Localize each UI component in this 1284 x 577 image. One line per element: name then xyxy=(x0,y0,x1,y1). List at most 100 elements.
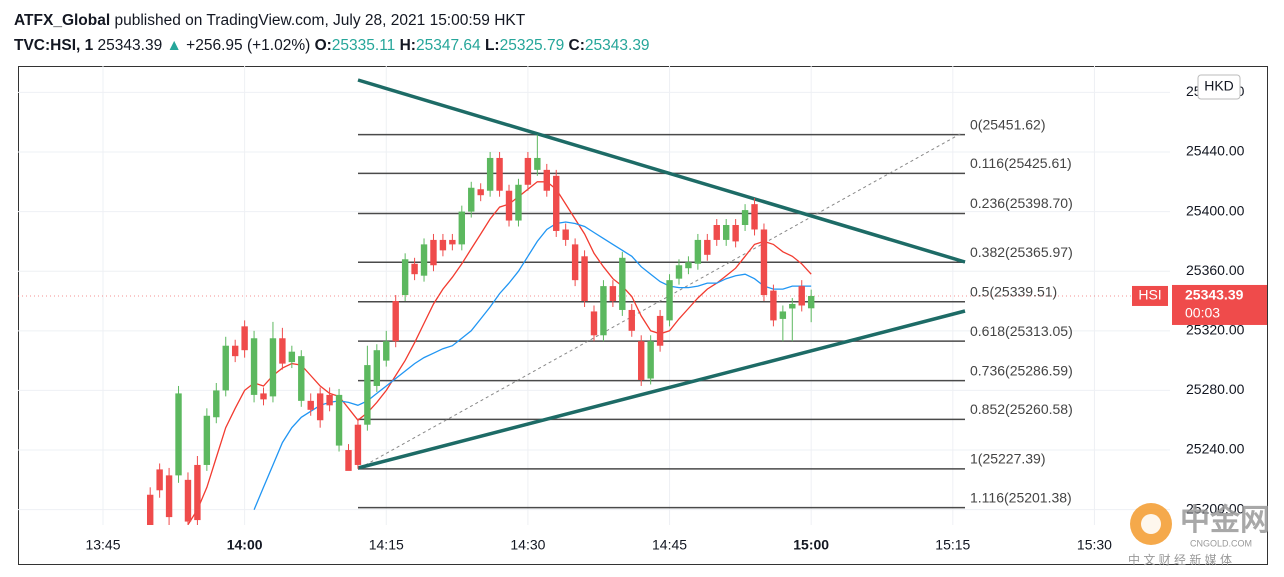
candle-body xyxy=(760,229,768,296)
symbol-tag-bg xyxy=(1132,285,1168,306)
candle-body xyxy=(722,225,730,240)
trend-line-upper xyxy=(357,78,966,264)
candle-body xyxy=(449,239,456,245)
candle-body xyxy=(335,394,343,446)
candle-body xyxy=(373,350,381,386)
c-label: C: xyxy=(568,37,585,54)
candle-body xyxy=(675,265,683,279)
header-line-1: ATFX_Global published on TradingView.com… xyxy=(14,8,650,33)
change: +256.95 (+1.02%) xyxy=(186,37,311,54)
l-value: 25325.79 xyxy=(499,37,565,54)
candle-body xyxy=(524,157,532,185)
currency: HKD xyxy=(1204,78,1234,94)
candle-body xyxy=(732,225,739,242)
candle-body xyxy=(600,286,607,336)
candle-body xyxy=(534,157,541,170)
plot: 0(25451.62) 0.116(25425.61) 0.236(25398.70… xyxy=(18,78,1170,525)
candle-body xyxy=(231,345,239,357)
countdown: 00:03 xyxy=(1185,305,1220,321)
overlay: 25200.00 25240.00 25280.00 25320.00 25360.00… xyxy=(85,74,1270,567)
candle-body xyxy=(656,315,664,346)
fib-label: 0.5(25339.51) xyxy=(970,283,1057,299)
fib-label: 0.852(25260.58) xyxy=(970,401,1073,417)
candle-body xyxy=(222,345,229,391)
fib-label: 0.736(25286.59) xyxy=(970,362,1073,378)
watermark-brand: 中金网 xyxy=(1180,503,1270,537)
trend-line-lower xyxy=(357,309,966,470)
candle-body xyxy=(468,187,475,212)
x-tick-label: 15:15 xyxy=(935,537,970,553)
y-tick-label: 25200.00 xyxy=(1186,500,1245,516)
o-value: 25335.11 xyxy=(331,37,396,54)
y-tick-label: 25360.00 xyxy=(1186,262,1245,278)
arrow: ▲ xyxy=(166,37,182,54)
candle-body xyxy=(619,257,626,310)
candle-body xyxy=(477,189,484,196)
candle-body xyxy=(486,157,494,191)
candle-body xyxy=(260,393,267,400)
candle-body xyxy=(571,244,579,281)
candle-body xyxy=(165,475,173,518)
candle-body xyxy=(543,169,550,191)
candle-body xyxy=(458,211,466,245)
candle-body xyxy=(741,210,749,226)
candle-body xyxy=(345,450,352,471)
candle-body xyxy=(213,390,220,418)
candle-body xyxy=(751,204,758,230)
watermark-tagline: 中 文 财 经 新 媒 体 xyxy=(1128,552,1232,567)
candle-body xyxy=(364,365,371,425)
candle-body xyxy=(430,239,437,266)
candle-body xyxy=(704,239,711,255)
candle-body xyxy=(401,259,409,296)
candle-body xyxy=(194,464,201,521)
candle-body xyxy=(553,175,560,231)
candle-body xyxy=(666,280,673,321)
candle-body xyxy=(241,326,248,351)
fib-label: 1(25227.39) xyxy=(970,451,1046,467)
fib-trend xyxy=(359,132,963,469)
x-tick-label: 14:45 xyxy=(652,537,687,553)
candle-body xyxy=(298,356,305,401)
candle-body xyxy=(807,295,815,309)
candle-body xyxy=(770,290,777,321)
x-tick-label: 15:30 xyxy=(1077,537,1112,553)
candle-body xyxy=(326,394,333,406)
candle-body xyxy=(515,184,522,221)
candle-body xyxy=(307,400,314,410)
currency-box xyxy=(1197,74,1241,100)
candle-body xyxy=(383,341,390,361)
candle-body xyxy=(316,393,324,421)
x-tick-label: 14:15 xyxy=(369,537,404,553)
candle-body xyxy=(638,341,645,380)
price-tag: 25343.39 xyxy=(1185,287,1244,303)
candle-body xyxy=(288,351,296,363)
candle-body xyxy=(439,239,447,251)
c-value: 25343.39 xyxy=(584,37,650,54)
last-price: 25343.39 xyxy=(97,37,163,54)
logo-inner xyxy=(1141,514,1161,534)
x-tick-label: 14:30 xyxy=(510,537,545,553)
header-line-2: TVC:HSI, 1 25343.39 ▲ +256.95 (+1.02%) O… xyxy=(14,33,650,58)
x-tick-label: 15:00 xyxy=(793,537,829,553)
h-label: H: xyxy=(399,37,416,54)
header: ATFX_Global published on TradingView.com… xyxy=(14,8,650,58)
grid xyxy=(18,66,1170,525)
y-tick-label: 25400.00 xyxy=(1186,202,1245,218)
fib-label: 0(25451.62) xyxy=(970,116,1046,132)
l-label: L: xyxy=(484,37,500,54)
symbol-tag: HSI xyxy=(1138,287,1161,303)
candle-body xyxy=(609,286,617,302)
candle-body xyxy=(269,338,277,397)
candle-body xyxy=(496,157,503,191)
y-tick-label: 25240.00 xyxy=(1186,441,1245,457)
candle-body xyxy=(685,262,692,269)
y-tick-label: 25280.00 xyxy=(1186,381,1245,397)
price-tag-bg xyxy=(1172,284,1267,325)
candle-body xyxy=(203,415,211,465)
h-value: 25347.64 xyxy=(415,37,481,54)
candle-body xyxy=(590,311,598,336)
y-tick-label: 25320.00 xyxy=(1186,322,1245,338)
candle-body xyxy=(250,338,258,395)
